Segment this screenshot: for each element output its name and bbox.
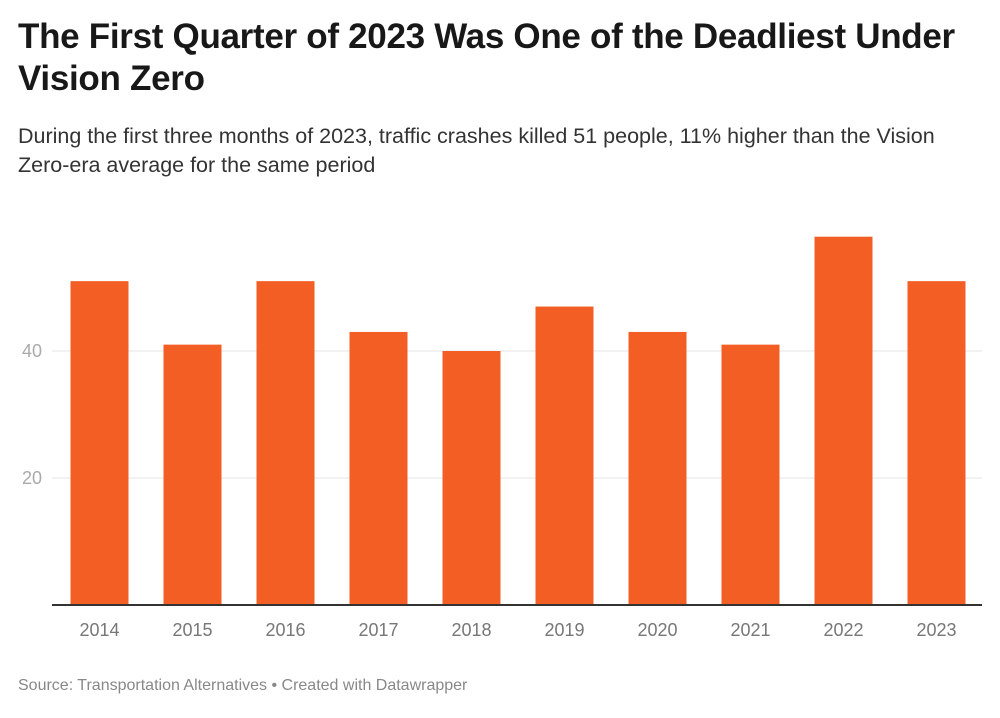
- bars: [70, 236, 966, 605]
- x-tick-label: 2019: [544, 620, 584, 640]
- x-tick-label: 2022: [823, 620, 863, 640]
- bar-2023: [907, 281, 966, 605]
- chart-title: The First Quarter of 2023 Was One of the…: [18, 17, 955, 98]
- y-tick-label: 40: [22, 341, 42, 361]
- chart-subtitle: During the first three months of 2023, t…: [18, 124, 935, 177]
- x-tick-label: 2021: [730, 620, 770, 640]
- bar-2022: [814, 236, 873, 605]
- bar-2019: [535, 306, 594, 605]
- bar-2021: [721, 344, 780, 605]
- y-tick-label: 20: [22, 468, 42, 488]
- axis-labels: 20 40 2014 2015 2016 2017 2018 2019 2020 2021 2022…: [22, 341, 957, 640]
- x-tick-label: 2014: [79, 620, 119, 640]
- x-tick-label: 2018: [451, 620, 491, 640]
- bar-2017: [349, 331, 408, 605]
- bar-2020: [628, 331, 687, 605]
- bar-2016: [256, 281, 315, 605]
- bar-2015: [163, 344, 222, 605]
- x-tick-label: 2016: [265, 620, 305, 640]
- source-note: Source: Transportation Alternatives • Cr…: [18, 677, 468, 694]
- bar-2018: [442, 351, 501, 605]
- x-tick-label: 2023: [916, 620, 956, 640]
- x-tick-label: 2017: [358, 620, 398, 640]
- bar-2014: [70, 281, 129, 605]
- x-tick-label: 2020: [637, 620, 677, 640]
- x-tick-label: 2015: [172, 620, 212, 640]
